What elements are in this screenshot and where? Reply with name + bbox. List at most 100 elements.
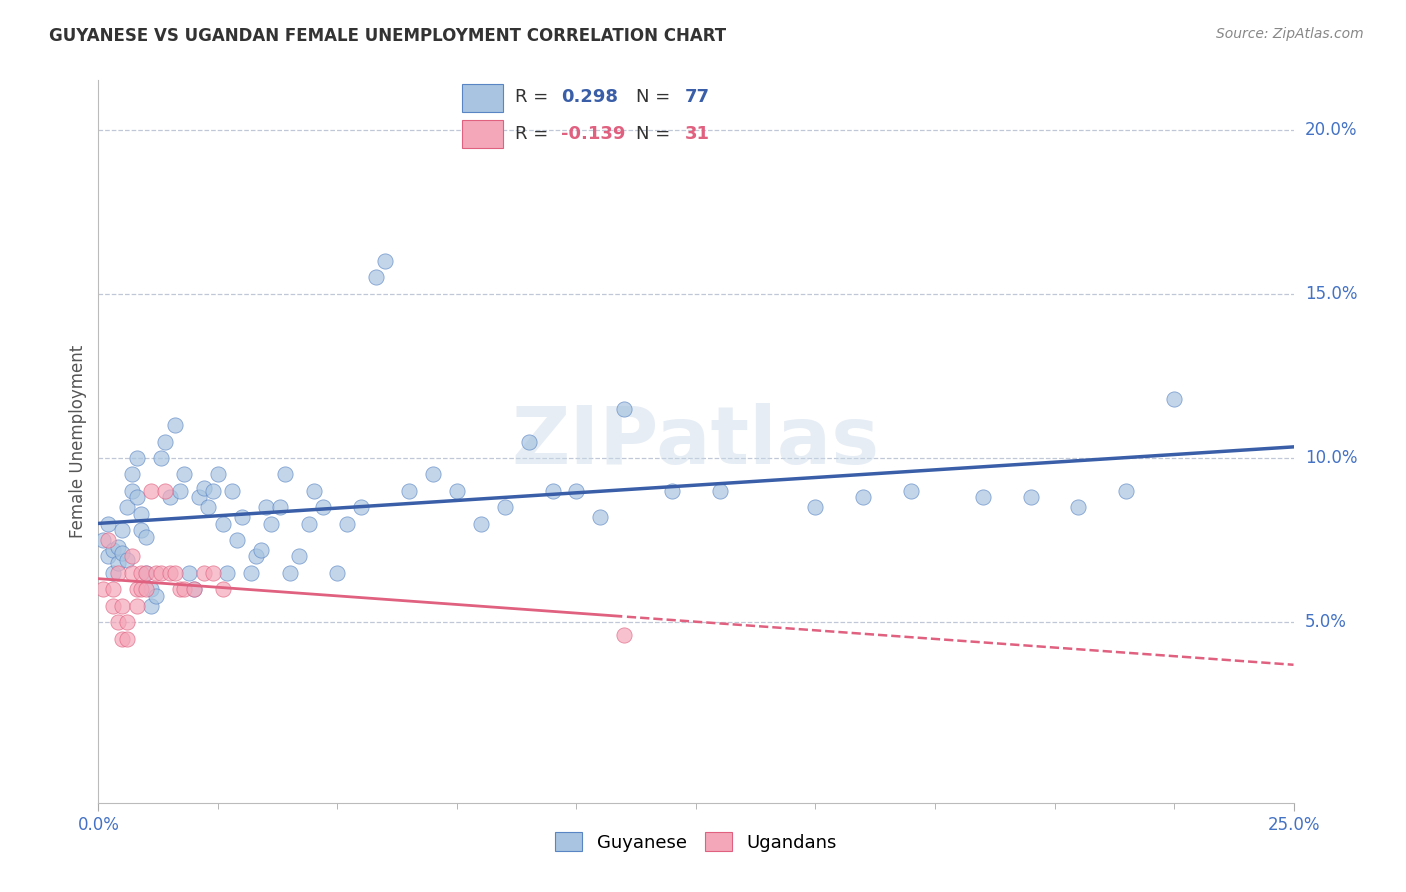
Point bbox=[101, 566, 124, 580]
Text: 20.0%: 20.0% bbox=[1305, 120, 1357, 138]
Text: N =: N = bbox=[636, 125, 675, 143]
Point bbox=[541, 483, 564, 498]
Point bbox=[302, 483, 325, 498]
Point bbox=[163, 418, 186, 433]
Point bbox=[197, 500, 219, 515]
Point bbox=[613, 628, 636, 642]
Point bbox=[240, 566, 263, 580]
Point bbox=[613, 401, 636, 416]
Point bbox=[107, 556, 129, 570]
Point bbox=[111, 632, 134, 646]
Point bbox=[589, 510, 612, 524]
Point bbox=[470, 516, 492, 531]
Point bbox=[269, 500, 291, 515]
Point bbox=[121, 467, 143, 482]
Point bbox=[211, 516, 233, 531]
Point bbox=[115, 553, 138, 567]
Point bbox=[274, 467, 297, 482]
Legend: Guyanese, Ugandans: Guyanese, Ugandans bbox=[548, 825, 844, 859]
Point bbox=[187, 491, 209, 505]
Point bbox=[135, 566, 157, 580]
Point bbox=[226, 533, 249, 547]
Point bbox=[852, 491, 875, 505]
Point bbox=[326, 566, 349, 580]
Bar bbox=[463, 120, 502, 148]
Point bbox=[179, 566, 201, 580]
Point bbox=[254, 500, 277, 515]
Point bbox=[131, 566, 153, 580]
Point bbox=[398, 483, 420, 498]
Text: 15.0%: 15.0% bbox=[1305, 285, 1357, 302]
Point bbox=[517, 434, 540, 449]
Point bbox=[111, 523, 134, 537]
Point bbox=[217, 566, 239, 580]
Point bbox=[288, 549, 311, 564]
Text: R =: R = bbox=[515, 125, 554, 143]
Point bbox=[1115, 483, 1137, 498]
Text: Source: ZipAtlas.com: Source: ZipAtlas.com bbox=[1216, 27, 1364, 41]
Point bbox=[107, 540, 129, 554]
Point bbox=[115, 500, 138, 515]
Point bbox=[139, 483, 162, 498]
Point bbox=[661, 483, 683, 498]
Text: R =: R = bbox=[515, 88, 554, 106]
Point bbox=[111, 599, 134, 613]
Point bbox=[259, 516, 281, 531]
Point bbox=[101, 599, 124, 613]
Point bbox=[145, 566, 167, 580]
Point bbox=[97, 533, 120, 547]
Point bbox=[135, 530, 157, 544]
Point bbox=[565, 483, 588, 498]
Y-axis label: Female Unemployment: Female Unemployment bbox=[69, 345, 87, 538]
Point bbox=[169, 483, 191, 498]
Point bbox=[149, 450, 172, 465]
Point bbox=[364, 270, 387, 285]
Point bbox=[159, 491, 181, 505]
Point bbox=[211, 582, 233, 597]
Point bbox=[107, 615, 129, 630]
Point bbox=[446, 483, 468, 498]
Point bbox=[207, 467, 229, 482]
Point bbox=[173, 467, 195, 482]
Point bbox=[250, 542, 273, 557]
Text: 0.298: 0.298 bbox=[561, 88, 619, 106]
Point bbox=[202, 483, 225, 498]
Point bbox=[1019, 491, 1042, 505]
Point bbox=[231, 510, 253, 524]
Point bbox=[101, 582, 124, 597]
Point bbox=[91, 533, 114, 547]
Point bbox=[91, 582, 114, 597]
Point bbox=[155, 483, 177, 498]
Point bbox=[169, 582, 191, 597]
Point bbox=[298, 516, 321, 531]
Point bbox=[145, 589, 167, 603]
Point bbox=[115, 632, 138, 646]
Point bbox=[221, 483, 243, 498]
Point bbox=[193, 566, 215, 580]
Point bbox=[125, 599, 148, 613]
Point bbox=[131, 507, 153, 521]
Text: -0.139: -0.139 bbox=[561, 125, 626, 143]
Point bbox=[121, 566, 143, 580]
Text: ZIPatlas: ZIPatlas bbox=[512, 402, 880, 481]
Point bbox=[131, 582, 153, 597]
Point bbox=[422, 467, 444, 482]
Point bbox=[121, 549, 143, 564]
Point bbox=[155, 434, 177, 449]
Point bbox=[139, 582, 162, 597]
Point bbox=[350, 500, 373, 515]
Point bbox=[336, 516, 359, 531]
Point bbox=[374, 253, 396, 268]
Point bbox=[135, 582, 157, 597]
Point bbox=[202, 566, 225, 580]
Text: N =: N = bbox=[636, 88, 675, 106]
Point bbox=[149, 566, 172, 580]
Point bbox=[97, 549, 120, 564]
Point bbox=[135, 566, 157, 580]
Point bbox=[278, 566, 301, 580]
Point bbox=[183, 582, 205, 597]
Point bbox=[972, 491, 994, 505]
Point bbox=[121, 483, 143, 498]
Point bbox=[312, 500, 335, 515]
Point bbox=[125, 450, 148, 465]
